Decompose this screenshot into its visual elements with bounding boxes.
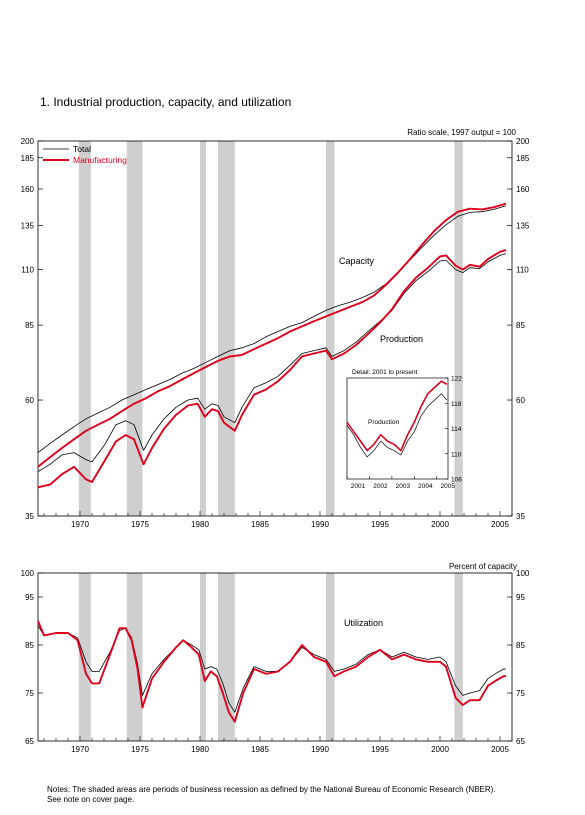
- inset-y-tick-label: 118: [451, 401, 462, 408]
- inset-y-tick-label: 110: [451, 451, 462, 458]
- plot-frame-capacity-production: [37, 140, 513, 517]
- recession-band-4: [218, 573, 235, 741]
- inset-series-line-total: [346, 393, 448, 458]
- series-line-production-total: [37, 253, 507, 473]
- series-line-production-manufacturing: [37, 249, 507, 489]
- inset-x-tick-label: 2005: [441, 483, 456, 490]
- capacity-label: Capacity: [339, 256, 375, 266]
- y-tick-label-left: 185: [21, 154, 35, 163]
- x-tick-label: 1970: [71, 745, 89, 754]
- x-tick-label: 1985: [251, 520, 269, 529]
- inset-production-label: Production: [368, 419, 399, 426]
- series-line-capacity-manufacturing: [37, 202, 507, 468]
- x-tick-label: 1970: [71, 520, 89, 529]
- y-tick-label-left: 160: [21, 185, 35, 194]
- scale-note: Ratio scale, 1997 output = 100: [407, 128, 516, 137]
- x-tick-label: 1975: [131, 745, 149, 754]
- x-tick-label: 1980: [191, 520, 209, 529]
- inset-y-tick-label: 106: [451, 477, 462, 484]
- utilization-label: Utilization: [344, 618, 383, 628]
- inset-title: Detail: 2001 to present: [352, 369, 418, 376]
- y-tick-label-right: 65: [516, 737, 525, 746]
- y-tick-label-left: 135: [21, 222, 35, 231]
- series-line-capacity-total: [37, 205, 507, 453]
- y-tick-label-right: 95: [516, 593, 525, 602]
- recession-band-6: [454, 573, 463, 741]
- y-tick-label-left: 35: [25, 512, 34, 521]
- y-tick-label-left: 85: [25, 641, 34, 650]
- x-tick-label: 1975: [131, 520, 149, 529]
- y-tick-label-left: 200: [21, 137, 35, 146]
- production-label: Production: [380, 334, 423, 344]
- y-tick-label-right: 135: [516, 222, 530, 231]
- notes-line-1: Notes: The shaded areas are periods of b…: [47, 785, 496, 794]
- notes-line-2: See note on cover page.: [47, 795, 135, 804]
- recession-band-6: [454, 141, 463, 516]
- recession-band-2: [126, 141, 143, 516]
- utilization-units: Percent of capacity: [449, 562, 517, 571]
- x-tick-label: 1990: [311, 745, 329, 754]
- inset-y-tick-label: 122: [451, 376, 462, 383]
- x-tick-label: 2000: [431, 745, 449, 754]
- y-tick-label-left: 65: [25, 737, 34, 746]
- plot-frame-utilization: [37, 572, 513, 742]
- y-tick-label-right: 85: [516, 641, 525, 650]
- inset-x-tick-label: 2002: [373, 483, 388, 490]
- legend-label-manufacturing: Manufacturing: [73, 155, 127, 165]
- recession-band-3: [200, 141, 206, 516]
- utilization-line-total: [37, 625, 506, 713]
- y-tick-label-left: 75: [25, 689, 34, 698]
- x-tick-label: 1990: [311, 520, 329, 529]
- y-tick-label-right: 60: [516, 396, 525, 405]
- figure-notes: Notes: The shaded areas are periods of b…: [47, 785, 557, 805]
- inset-x-tick-label: 2004: [418, 483, 433, 490]
- y-tick-label-right: 35: [516, 512, 525, 521]
- inset-y-tick-label: 114: [451, 426, 462, 433]
- y-tick-label-right: 185: [516, 154, 530, 163]
- y-tick-label-right: 160: [516, 185, 530, 194]
- recession-band-5: [326, 141, 335, 516]
- x-tick-label: 1985: [251, 745, 269, 754]
- x-tick-label: 2005: [491, 745, 509, 754]
- x-tick-label: 1995: [371, 520, 389, 529]
- y-tick-label-left: 100: [21, 569, 35, 578]
- y-tick-label-right: 110: [516, 266, 529, 275]
- y-tick-label-left: 110: [21, 266, 34, 275]
- utilization-line-manufacturing: [37, 620, 506, 723]
- inset-x-tick-label: 2003: [396, 483, 411, 490]
- y-tick-label-right: 100: [516, 569, 530, 578]
- x-tick-label: 1980: [191, 745, 209, 754]
- y-tick-label-left: 95: [25, 593, 34, 602]
- x-tick-label: 1995: [371, 745, 389, 754]
- figure-title: 1. Industrial production, capacity, and …: [40, 95, 292, 109]
- inset-background: [347, 378, 448, 479]
- recession-band-1: [78, 573, 91, 741]
- y-tick-label-right: 75: [516, 689, 525, 698]
- inset-x-tick-label: 2001: [351, 483, 366, 490]
- recession-band-5: [326, 573, 335, 741]
- recession-band-3: [200, 573, 206, 741]
- legend-label-total: Total: [73, 144, 91, 154]
- recession-band-4: [218, 141, 235, 516]
- inset-series-line-manufacturing: [346, 380, 448, 452]
- y-tick-label-left: 85: [25, 321, 34, 330]
- x-tick-label: 2005: [491, 520, 509, 529]
- y-tick-label-right: 200: [516, 137, 530, 146]
- x-tick-label: 2000: [431, 520, 449, 529]
- y-tick-label-right: 85: [516, 321, 525, 330]
- y-tick-label-left: 60: [25, 396, 34, 405]
- recession-band-1: [78, 141, 91, 516]
